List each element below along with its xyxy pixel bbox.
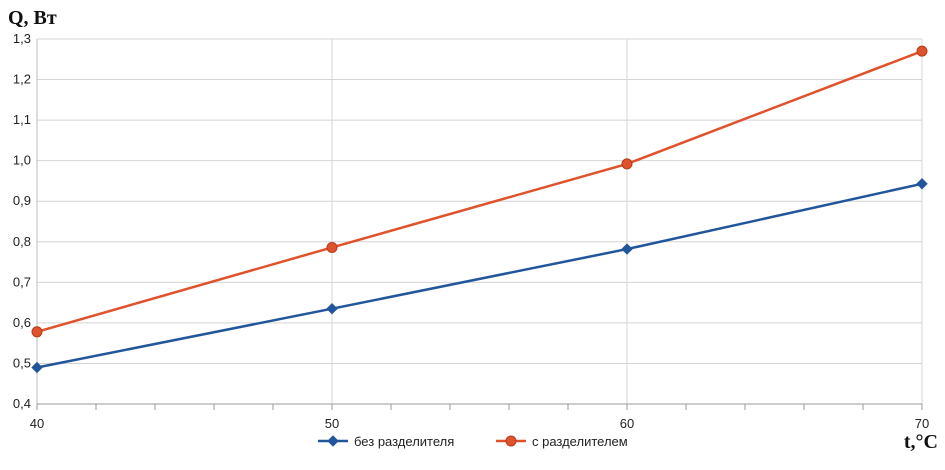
series-layer bbox=[31, 45, 928, 374]
x-tick-label: 70 bbox=[915, 416, 929, 431]
y-axis-title: Q, Вт bbox=[8, 7, 57, 29]
y-tick-label: 1,1 bbox=[13, 112, 31, 127]
legend-item-2: с разделителем bbox=[496, 434, 628, 449]
y-tick-label: 0,6 bbox=[13, 315, 31, 330]
data-point-marker bbox=[621, 243, 633, 255]
y-tick-label: 0,9 bbox=[13, 193, 31, 208]
y-tick-label: 0,4 bbox=[13, 396, 31, 411]
grid bbox=[37, 38, 923, 404]
legend: без разделителя с разделителем bbox=[318, 434, 628, 449]
y-tick-labels: 0,4 0,5 0,6 0,7 0,8 0,9 1,0 1,1 1,2 1,3 bbox=[13, 31, 31, 411]
data-point-marker bbox=[326, 241, 338, 253]
y-tick-label: 1,3 bbox=[13, 31, 31, 46]
y-tick-label: 1,0 bbox=[13, 153, 31, 168]
data-point-marker bbox=[327, 435, 339, 447]
y-tick-label: 0,5 bbox=[13, 355, 31, 370]
series-line bbox=[36, 49, 923, 334]
x-tick-label: 40 bbox=[30, 416, 44, 431]
legend-item-1: без разделителя bbox=[318, 434, 454, 449]
series-2 bbox=[31, 45, 928, 338]
y-tick-label: 0,7 bbox=[13, 274, 31, 289]
data-point-marker bbox=[31, 326, 43, 338]
axes bbox=[36, 39, 923, 410]
y-tick-label: 1,2 bbox=[13, 72, 31, 87]
data-point-marker bbox=[916, 178, 928, 190]
series-1 bbox=[31, 178, 928, 374]
x-tick-labels: 40 50 60 70 bbox=[30, 416, 929, 431]
x-tick-label: 50 bbox=[325, 416, 339, 431]
data-point-marker bbox=[621, 158, 633, 170]
data-point-marker bbox=[31, 361, 43, 374]
y-tick-label: 0,8 bbox=[13, 234, 31, 249]
x-tick-label: 60 bbox=[620, 416, 634, 431]
legend-label: без разделителя bbox=[354, 434, 454, 449]
data-point-marker bbox=[326, 302, 338, 315]
data-point-marker bbox=[505, 435, 517, 447]
series-line bbox=[36, 182, 923, 369]
data-point-marker bbox=[916, 45, 928, 57]
legend-label: с разделителем bbox=[532, 434, 628, 449]
x-axis-title: t,°C bbox=[904, 431, 938, 453]
